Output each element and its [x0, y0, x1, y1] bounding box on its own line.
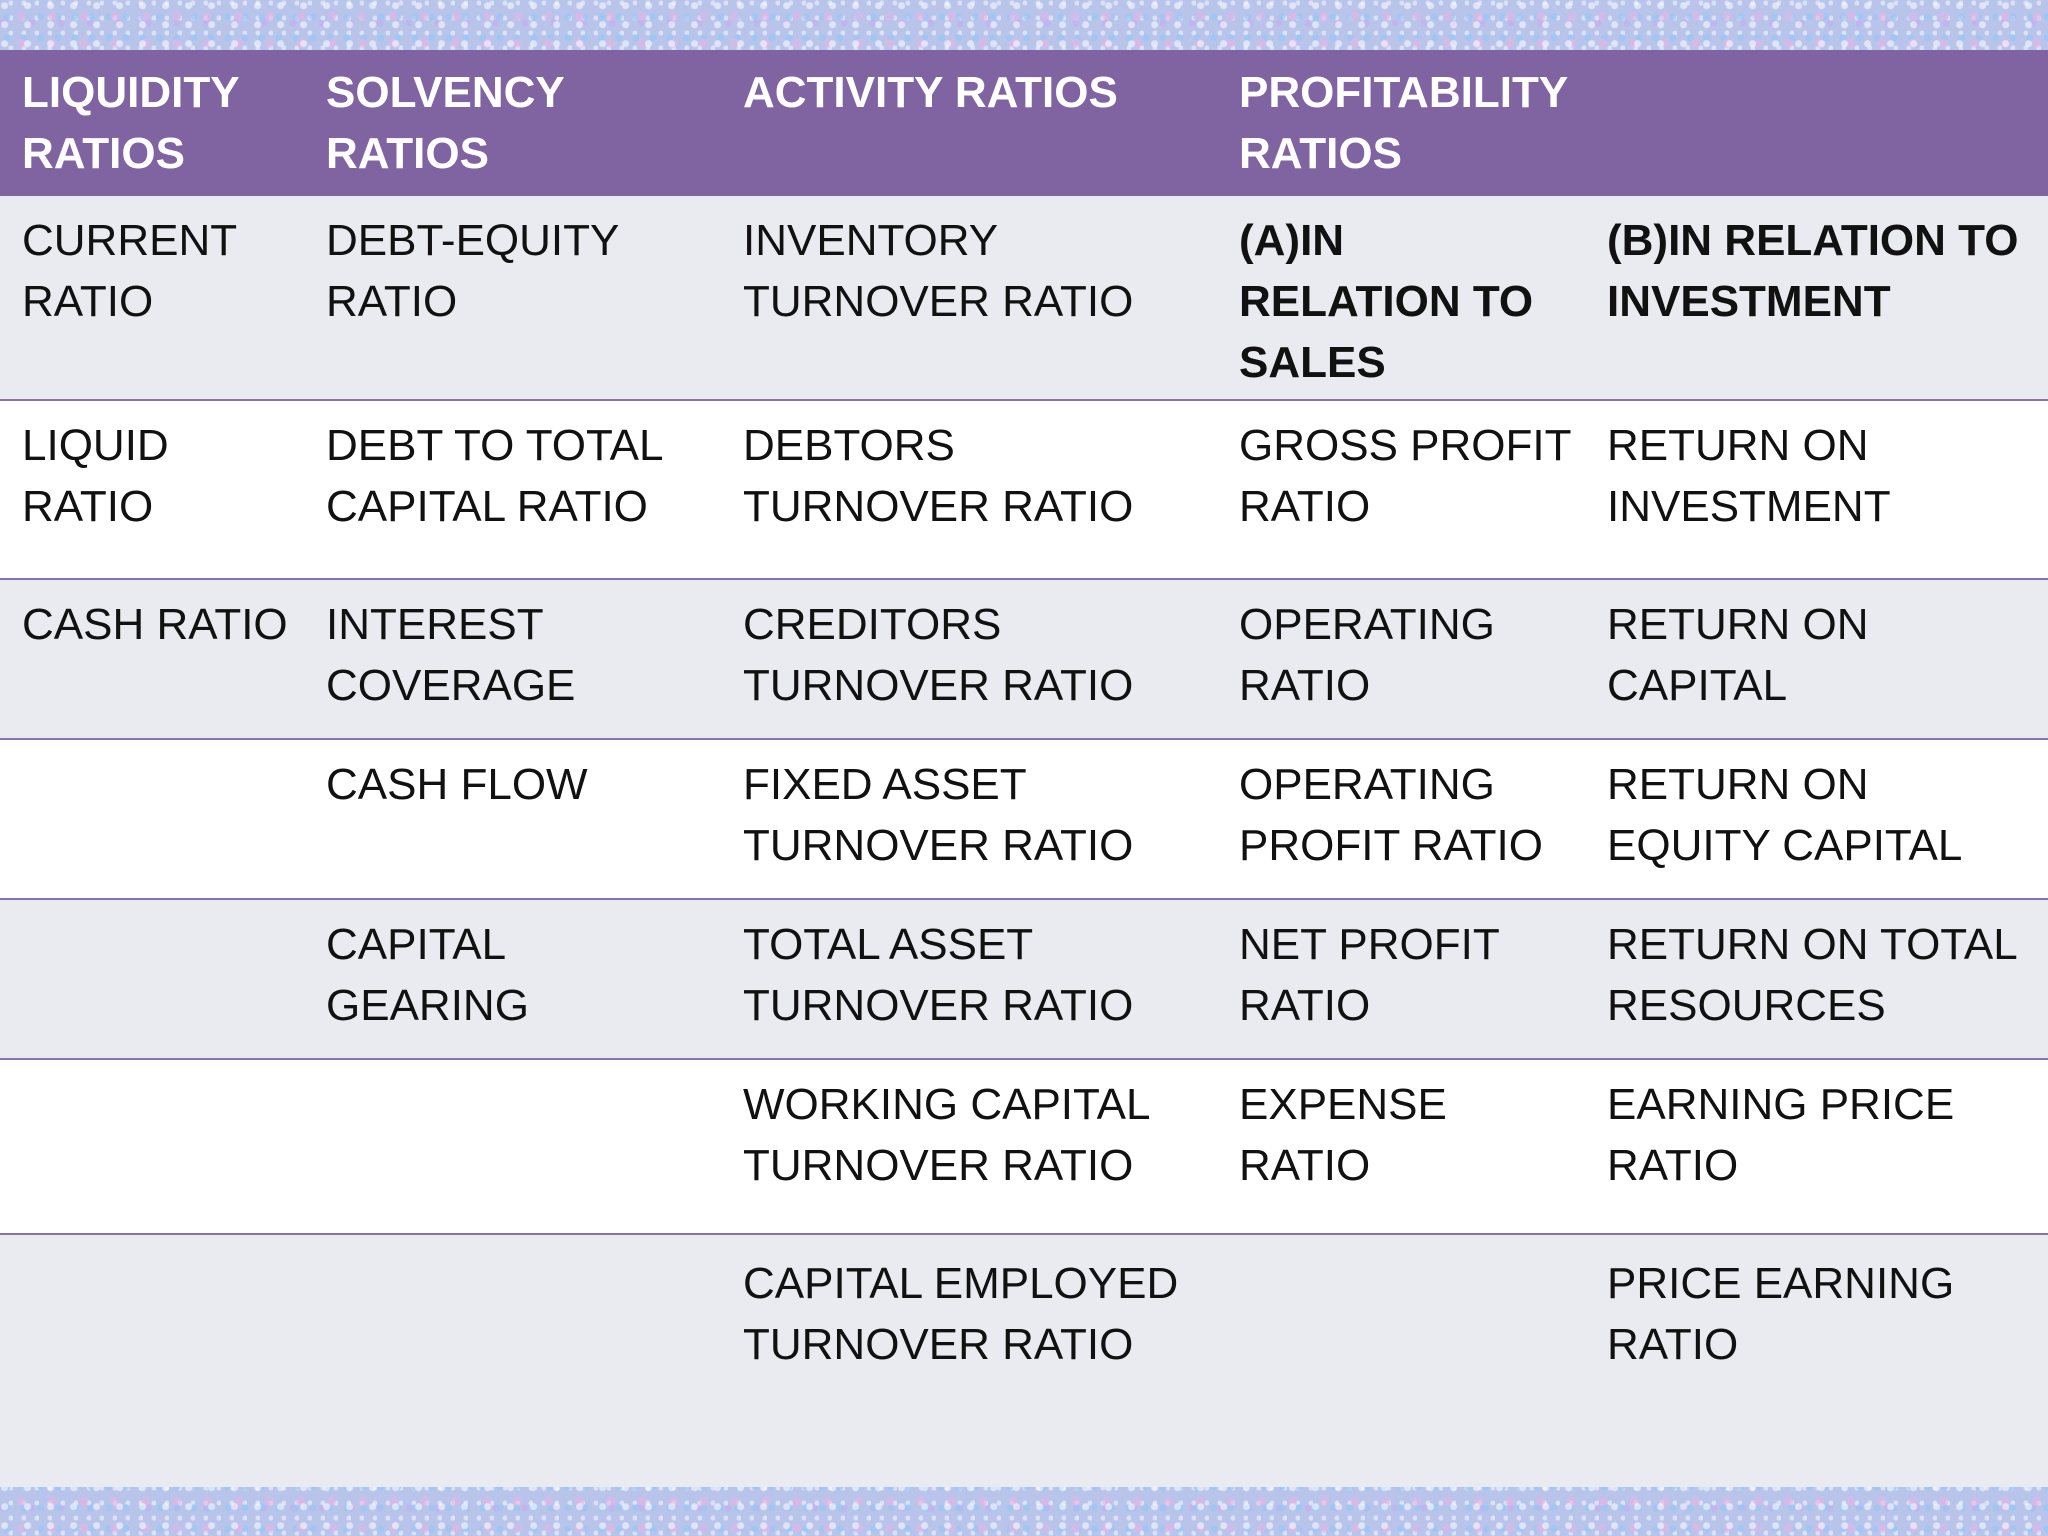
table-row: CAPITAL EMPLOYED TURNOVER RATIO PRICE EA… [0, 1234, 2048, 1486]
table-row: CASH RATIO INTEREST COVERAGE CREDITORS T… [0, 579, 2048, 739]
cell-activity: TOTAL ASSET TURNOVER RATIO [743, 920, 1134, 1030]
cell-liquidity: LIQUID RATIO [22, 421, 169, 531]
cell-solvency: CASH FLOW [326, 760, 588, 809]
cell-profitability-investment: EARNING PRICE RATIO [1607, 1080, 1955, 1190]
cell-liquidity [0, 739, 304, 899]
cell-solvency [304, 1059, 721, 1234]
table-row: LIQUID RATIO DEBT TO TOTAL CAPITAL RATIO… [0, 400, 2048, 579]
cell-solvency: INTEREST COVERAGE [326, 600, 576, 710]
header-profitability-ratios: PROFITABILITY RATIOS [1239, 68, 1568, 178]
cell-profitability-investment-subheader: (B)IN RELATION TO INVESTMENT [1607, 216, 2019, 326]
cell-activity: WORKING CAPITAL TURNOVER RATIO [743, 1080, 1149, 1190]
ratios-table-container: LIQUIDITY RATIOS SOLVENCY RATIOS ACTIVIT… [0, 50, 2048, 1487]
cell-activity: CAPITAL EMPLOYED TURNOVER RATIO [743, 1259, 1179, 1369]
cell-activity: INVENTORY TURNOVER RATIO [743, 216, 1134, 326]
cell-activity: FIXED ASSET TURNOVER RATIO [743, 760, 1134, 870]
cell-profitability-sales [1217, 1234, 1585, 1486]
cell-solvency [304, 1234, 721, 1486]
cell-activity: CREDITORS TURNOVER RATIO [743, 600, 1134, 710]
cell-profitability-sales: NET PROFIT RATIO [1239, 920, 1499, 1030]
cell-profitability-sales: GROSS PROFIT RATIO [1239, 421, 1571, 531]
header-empty [1585, 50, 2048, 196]
table-row: WORKING CAPITAL TURNOVER RATIO EXPENSE R… [0, 1059, 2048, 1234]
header-activity-ratios: ACTIVITY RATIOS [743, 68, 1118, 117]
cell-solvency: DEBT TO TOTAL CAPITAL RATIO [326, 421, 662, 531]
cell-profitability-investment: RETURN ON CAPITAL [1607, 600, 1869, 710]
cell-liquidity [0, 899, 304, 1059]
cell-profitability-sales: OPERATING PROFIT RATIO [1239, 760, 1543, 870]
table-row: CASH FLOW FIXED ASSET TURNOVER RATIO OPE… [0, 739, 2048, 899]
cell-profitability-investment: RETURN ON TOTAL RESOURCES [1607, 920, 2017, 1030]
cell-profitability-sales: OPERATING RATIO [1239, 600, 1495, 710]
ratios-table: LIQUIDITY RATIOS SOLVENCY RATIOS ACTIVIT… [0, 50, 2048, 1486]
table-header-row: LIQUIDITY RATIOS SOLVENCY RATIOS ACTIVIT… [0, 50, 2048, 196]
cell-profitability-investment: RETURN ON INVESTMENT [1607, 421, 1891, 531]
cell-solvency: DEBT-EQUITY RATIO [326, 216, 619, 326]
table-row: CURRENT RATIO DEBT-EQUITY RATIO INVENTOR… [0, 196, 2048, 400]
table-row: CAPITAL GEARING TOTAL ASSET TURNOVER RAT… [0, 899, 2048, 1059]
cell-liquidity: CURRENT RATIO [22, 216, 237, 326]
header-liquidity-ratios: LIQUIDITY RATIOS [22, 68, 239, 178]
cell-liquidity: CASH RATIO [22, 600, 288, 649]
cell-liquidity [0, 1059, 304, 1234]
cell-profitability-sales: EXPENSE RATIO [1239, 1080, 1447, 1190]
cell-profitability-investment: PRICE EARNING RATIO [1607, 1259, 1955, 1369]
cell-liquidity [0, 1234, 304, 1486]
cell-activity: DEBTORS TURNOVER RATIO [743, 421, 1134, 531]
header-solvency-ratios: SOLVENCY RATIOS [326, 68, 564, 178]
cell-profitability-sales-subheader: (A)IN RELATION TO SALES [1239, 216, 1534, 387]
cell-solvency: CAPITAL GEARING [326, 920, 529, 1030]
cell-profitability-investment: RETURN ON EQUITY CAPITAL [1607, 760, 1963, 870]
